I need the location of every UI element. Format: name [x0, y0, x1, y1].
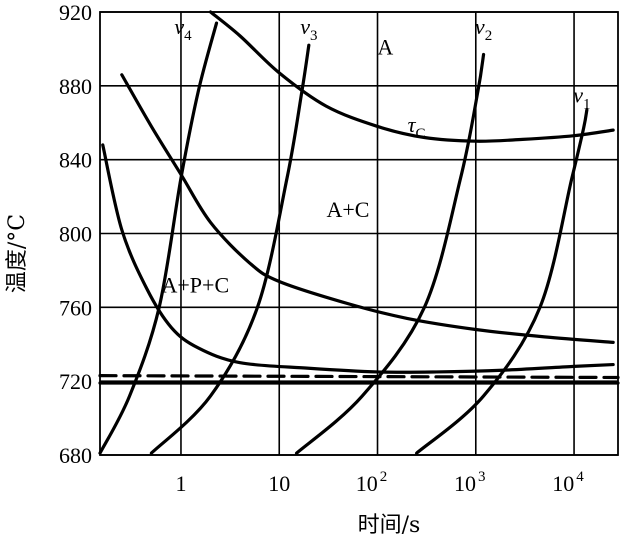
series-line-v4 — [98, 21, 219, 455]
annotation: τC — [408, 112, 426, 142]
x-tick-label: 10 — [268, 471, 290, 496]
grid — [99, 11, 619, 456]
annotation: A+C — [326, 197, 369, 222]
y-tick-label: 760 — [59, 295, 92, 320]
y-tick-label: 680 — [59, 443, 92, 468]
annotation: v3 — [300, 14, 317, 44]
y-tick-label: 840 — [59, 148, 92, 173]
series-line-curve-7 — [98, 374, 620, 380]
annotation: v4 — [174, 14, 192, 44]
x-axis-label: 时间/s — [358, 513, 421, 538]
y-tick-label: 800 — [59, 222, 92, 247]
annotation: v1 — [573, 82, 590, 112]
y-tick-label: 880 — [59, 74, 92, 99]
series-line-τC — [208, 10, 615, 143]
x-tick-label: 10 3 — [454, 469, 486, 496]
annotations: A A+C A+P+C τC v4 v3 v2 v1 — [162, 14, 591, 297]
y-tick-label: 720 — [59, 369, 92, 394]
series-line-v2 — [294, 52, 486, 455]
series-line-v3 — [149, 43, 311, 455]
annotation: A+P+C — [162, 273, 230, 298]
x-tick-labels: 1 10 10 2 10 3 10 4 — [175, 469, 584, 496]
y-tick-labels: 680 720 760 800 840 880 920 — [59, 0, 92, 468]
y-axis-label: 温度/°C — [5, 214, 30, 293]
series-line-curve-0 — [101, 143, 615, 374]
y-tick-label: 920 — [59, 0, 92, 25]
annotation: A — [377, 34, 393, 59]
annotation: v2 — [475, 14, 492, 44]
x-tick-label: 10 2 — [356, 469, 388, 496]
x-tick-label: 10 4 — [552, 469, 584, 496]
series-line-curve-1 — [120, 73, 615, 345]
x-tick-label: 1 — [175, 471, 186, 496]
series-line-v1 — [415, 108, 589, 455]
series-group — [98, 10, 620, 455]
